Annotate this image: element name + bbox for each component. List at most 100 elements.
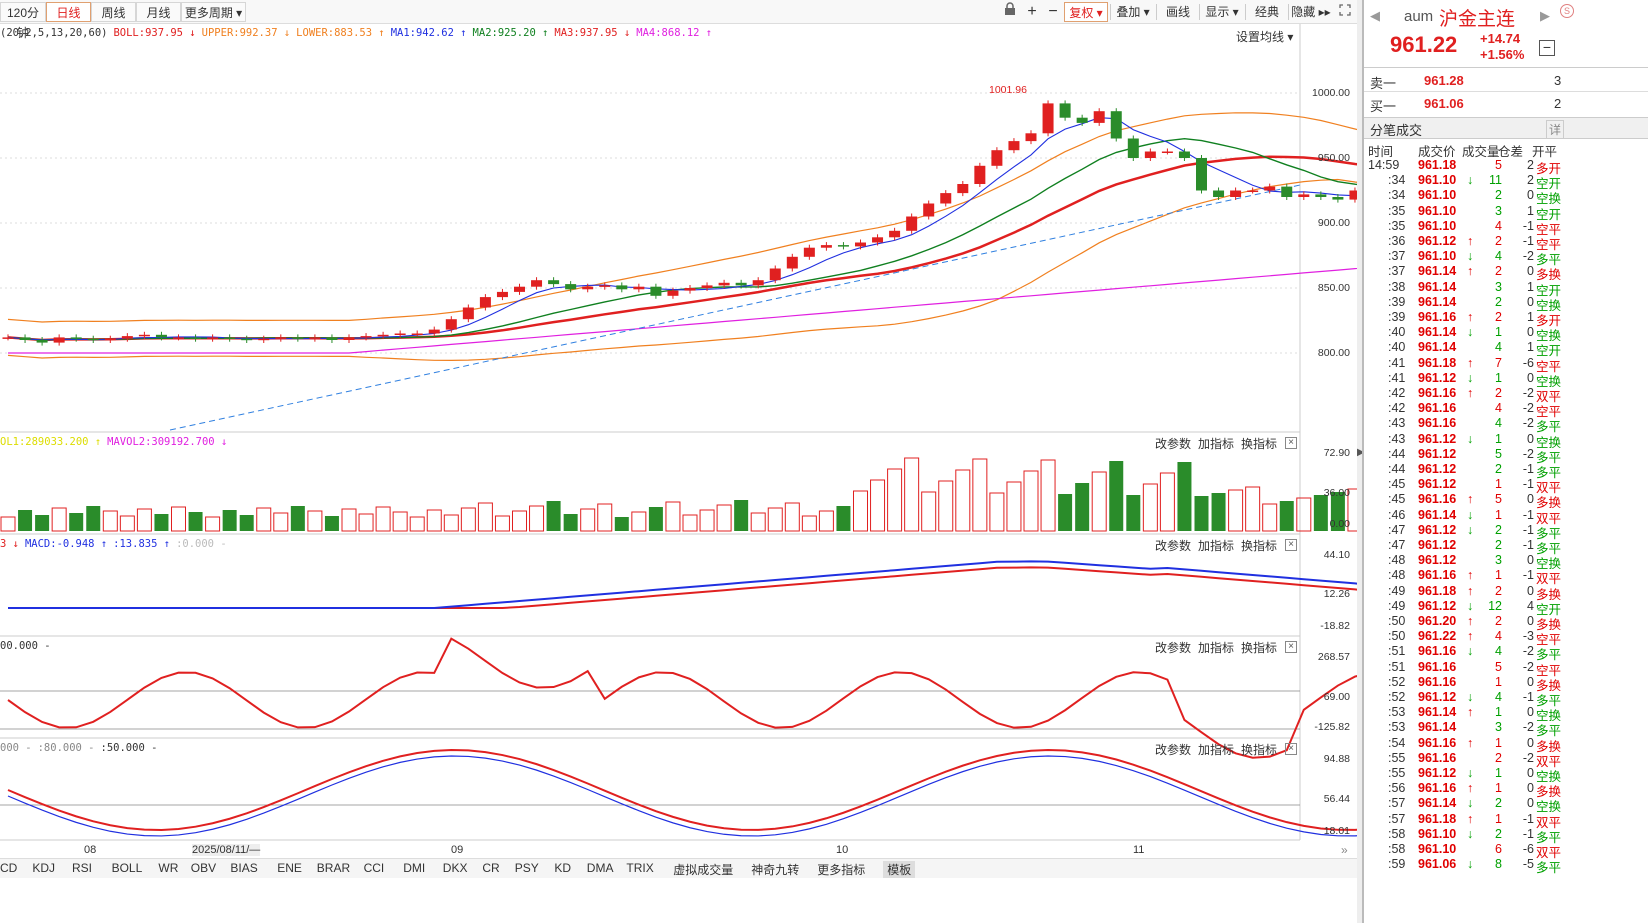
collapse-quote-icon[interactable]: − [1539, 40, 1555, 56]
period-daily[interactable]: 日线 [46, 2, 91, 22]
indicator-tab-9[interactable]: CCI [363, 861, 385, 875]
indicator-tab-13[interactable]: PSY [514, 861, 539, 875]
tick-cell: 1 [1495, 325, 1502, 340]
indicator-tab-7[interactable]: ENE [277, 861, 302, 875]
candle-body [752, 280, 764, 286]
tick-cell: 多平 [1536, 542, 1562, 556]
indicator-tab-2[interactable]: RSI [72, 861, 93, 875]
add-indicator-button[interactable]: 加指标 [1198, 743, 1235, 757]
edit-params-button[interactable]: 改参数 [1155, 437, 1192, 451]
prev-contract-icon[interactable]: ◀ [1370, 8, 1380, 23]
switch-indicator-button[interactable]: 换指标 [1241, 539, 1278, 553]
indicator-tab-5[interactable]: OBV [190, 861, 217, 875]
indicator-tab-14[interactable]: KD [554, 861, 572, 875]
indicator-tab-15[interactable]: DMA [586, 861, 614, 875]
period-weekly[interactable]: 周线 [91, 2, 136, 22]
tick-row: :59 961.06 ↓ 8 -5 多平 [1364, 857, 1648, 875]
adjust-rights-dropdown[interactable]: 复权 ▾ [1064, 2, 1108, 22]
indicator-tab-18[interactable]: 神奇九转 [751, 863, 800, 877]
indicator-tab-6[interactable]: BIAS [230, 861, 258, 875]
add-indicator-button[interactable]: 加指标 [1198, 437, 1235, 451]
edit-params-button[interactable]: 改参数 [1155, 539, 1192, 553]
close-panel-icon[interactable]: × [1285, 437, 1297, 449]
draw-line-button[interactable]: 画线 [1165, 5, 1190, 19]
ma3-line [7, 155, 1357, 342]
candle-body [718, 282, 730, 286]
close-panel-icon[interactable]: × [1285, 743, 1297, 755]
indicator-tab-12[interactable]: CR [482, 861, 500, 875]
scroll-right-icon[interactable]: » [1341, 843, 1348, 857]
period-monthly[interactable]: 月线 [136, 2, 181, 22]
candle-body [70, 337, 82, 339]
lock-icon[interactable] [1000, 2, 1020, 22]
add-indicator-button[interactable]: 加指标 [1198, 539, 1235, 553]
indicator-tab-19[interactable]: 更多指标 [817, 863, 866, 877]
panel-splitter[interactable] [1357, 0, 1362, 923]
volume-bar [853, 490, 868, 532]
next-contract-icon[interactable]: ▶ [1540, 8, 1550, 23]
ma-settings-dropdown[interactable]: 设置均线 ▾ [1236, 30, 1294, 44]
panel-y-tick: 72.90 [1323, 447, 1350, 459]
bid1-label: 买一 [1370, 99, 1397, 114]
candle-body [1332, 197, 1344, 200]
info-icon[interactable]: S [1560, 4, 1574, 18]
tick-cell: 2 [1495, 234, 1502, 248]
tick-cell: 2 [1495, 386, 1502, 400]
indicator-tab-8[interactable]: BRAR [316, 861, 351, 875]
candle-body [2, 337, 14, 339]
ticks-title: 分笔成交 [1370, 123, 1423, 138]
tick-cell: 961.12 [1418, 598, 1457, 613]
volume-bar [648, 507, 663, 531]
zoom-out-icon[interactable]: − [1048, 3, 1058, 20]
tick-row: :50 961.22 ↑ 4 -3 空平 [1364, 629, 1648, 647]
indicator-tab-0[interactable]: CD [0, 861, 18, 875]
more-periods-dropdown[interactable]: 更多周期 ▾ [181, 2, 246, 22]
tick-cell: 4 [1495, 218, 1502, 233]
panel-legend-item: :13.835 ↑ [113, 538, 171, 550]
tick-cell: ↑ [1467, 310, 1474, 324]
overlay-dropdown[interactable]: 叠加 ▾ [1116, 5, 1150, 19]
indicator-tab-20[interactable]: 模板 [883, 861, 916, 878]
switch-indicator-button[interactable]: 换指标 [1241, 437, 1278, 451]
close-panel-icon[interactable]: × [1285, 641, 1297, 653]
candle-body [1110, 111, 1122, 139]
candle-body [1196, 158, 1207, 191]
fullscreen-icon[interactable] [1335, 2, 1355, 22]
kline-chart[interactable] [0, 0, 1357, 858]
tick-cell: 空换 [1536, 298, 1562, 313]
tick-cell: 961.10 [1418, 218, 1457, 233]
hide-button[interactable]: 隐藏 ▸▸ [1291, 5, 1331, 19]
switch-indicator-button[interactable]: 换指标 [1241, 743, 1278, 757]
candle-body [769, 268, 781, 281]
classic-button[interactable]: 经典 [1254, 5, 1279, 19]
zoom-in-icon[interactable]: + [1027, 3, 1037, 20]
close-panel-icon[interactable]: × [1285, 539, 1297, 551]
edit-params-button[interactable]: 改参数 [1155, 641, 1192, 655]
switch-indicator-button[interactable]: 换指标 [1241, 641, 1278, 655]
indicator-tab-11[interactable]: DKX [442, 861, 468, 875]
indicator-tab-3[interactable]: BOLL [111, 861, 143, 875]
display-dropdown[interactable]: 显示 ▾ [1205, 5, 1239, 19]
indicator-tab-17[interactable]: 虚拟成交量 [673, 863, 734, 877]
volume-bar [1058, 494, 1073, 531]
indicator-tab-10[interactable]: DMI [403, 861, 426, 875]
volume-bar [1313, 495, 1328, 531]
tick-row: :43 961.16 4 -2 多平 [1364, 416, 1648, 434]
add-indicator-button[interactable]: 加指标 [1198, 641, 1235, 655]
legend-item-6: MA3:937.95 ↓ [554, 27, 631, 39]
indicator-tab-4[interactable]: WR [158, 861, 179, 875]
tick-cell: :56 [1388, 781, 1406, 796]
indicator-tab-1[interactable]: KDJ [32, 861, 56, 875]
collapse-arrow-icon[interactable]: ▶ [1357, 447, 1365, 458]
ticks-detail-button[interactable]: 详 [1546, 120, 1565, 139]
tick-cell: 961.16 [1418, 781, 1457, 796]
edit-params-button[interactable]: 改参数 [1155, 743, 1192, 757]
tick-row: :47 961.12 2 -1 多平 [1364, 538, 1648, 556]
period-120min[interactable]: 120分钟 [0, 2, 46, 40]
candle-body [241, 338, 253, 341]
tick-cell: 6 [1495, 842, 1502, 856]
candle-body [445, 319, 457, 330]
volume-bar [1296, 497, 1312, 532]
tick-cell: :34 [1388, 173, 1406, 188]
indicator-tab-16[interactable]: TRIX [626, 861, 654, 875]
